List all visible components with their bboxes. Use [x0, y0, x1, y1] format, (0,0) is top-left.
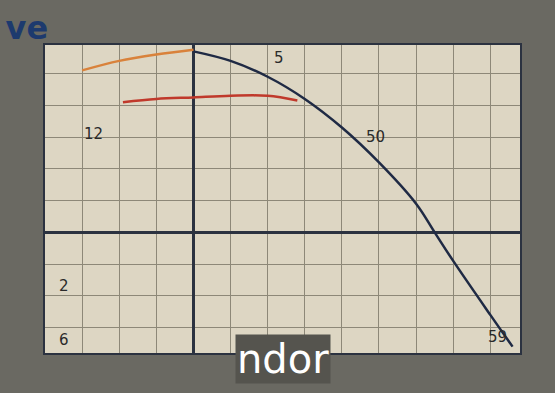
svg-text:ndor: ndor	[237, 336, 329, 382]
svg-text:59: 59	[488, 328, 507, 346]
svg-text:ve: ve	[6, 9, 49, 47]
svg-text:50: 50	[366, 128, 385, 146]
svg-text:2: 2	[59, 277, 69, 295]
svg-text:5: 5	[274, 49, 284, 67]
svg-text:6: 6	[59, 331, 69, 349]
svg-text:12: 12	[84, 125, 103, 143]
